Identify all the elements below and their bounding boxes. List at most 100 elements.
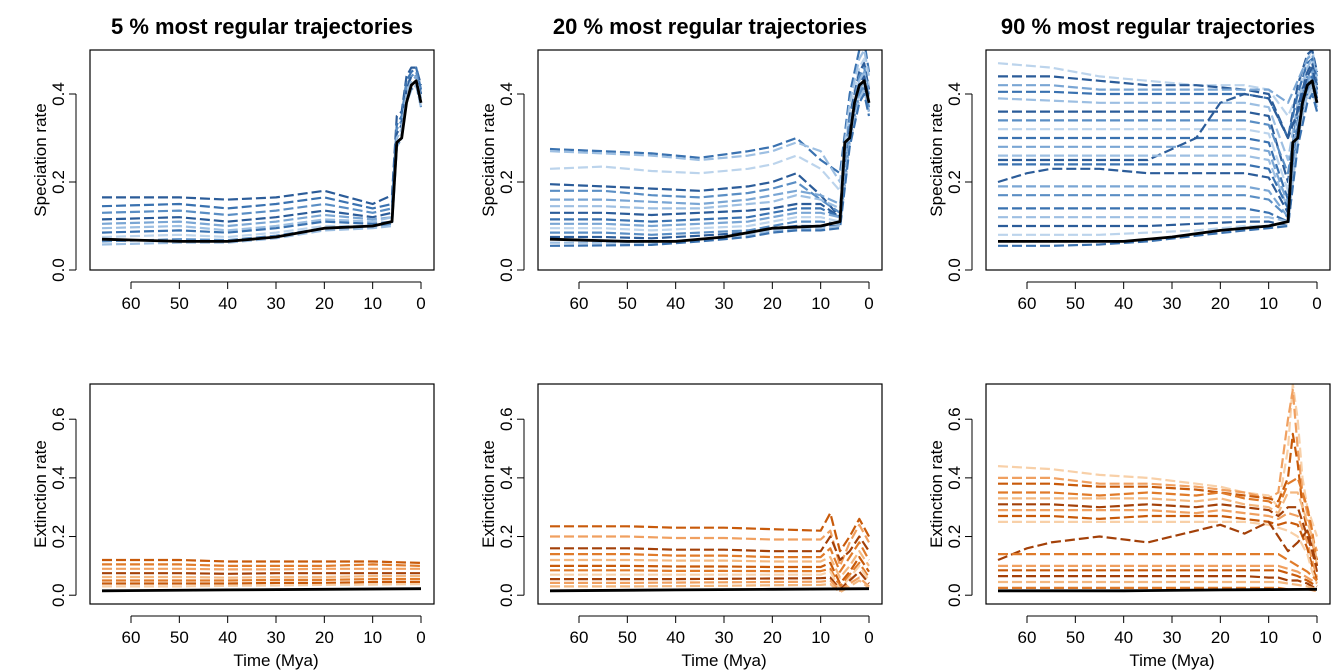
- panel-extinction-90: 0.0 0.2 0.4 0.6 60 50 40 30 20 10 0 Extinction rate…: [927, 383, 1331, 670]
- trajectory-line-2: [998, 50, 1319, 140]
- trajectory-line-1: [102, 558, 422, 564]
- y-tick-label: 0.6: [497, 407, 516, 431]
- trajectory-line-2: [998, 388, 1319, 552]
- trajectory-line-7: [550, 70, 871, 210]
- y-axis-label: Speciation rate: [927, 103, 946, 216]
- trajectory-line-4: [549, 62, 871, 219]
- x-tick-label: 40: [218, 628, 237, 647]
- trajectory-line-3: [998, 53, 1319, 104]
- trajectory-line-16: [998, 79, 1319, 219]
- trajectory-line-7: [102, 580, 421, 585]
- title-col-2: 20 % most regular trajectories: [553, 14, 867, 39]
- series-lines: [101, 558, 422, 593]
- trajectory-line-7: [998, 509, 1319, 578]
- trajectory-line-15: [549, 92, 871, 247]
- series-lines: [101, 66, 423, 246]
- x-tick-label: 20: [763, 628, 782, 647]
- y-tick-label: 0.0: [497, 583, 516, 607]
- x-tick-label: 10: [1259, 628, 1278, 647]
- trajectory-line-3: [550, 535, 870, 562]
- trajectory-line-10: [550, 576, 870, 592]
- plot-frame: [537, 383, 883, 605]
- y-tick-label: 0.0: [497, 258, 516, 282]
- y-axis-label: Speciation rate: [31, 103, 50, 216]
- x-tick-label: 60: [1018, 294, 1037, 313]
- x-tick-label: 0: [1312, 628, 1321, 647]
- trajectory-line-4: [550, 541, 870, 573]
- x-tick-label: 40: [666, 294, 685, 313]
- trajectory-line-7: [550, 561, 870, 588]
- x-tick-label: 50: [170, 628, 189, 647]
- x-tick-label: 10: [811, 628, 830, 647]
- series-lines: [997, 384, 1319, 593]
- reference-line: [998, 79, 1319, 243]
- trajectory-line-11: [998, 552, 1318, 582]
- trajectory-line-5: [998, 491, 1319, 567]
- x-tick-label: 10: [1259, 294, 1278, 313]
- y-tick-label: 0.4: [497, 82, 516, 106]
- x-tick-label: 50: [170, 294, 189, 313]
- trajectory-line-4: [998, 476, 1319, 567]
- trajectory-line-8: [101, 84, 423, 239]
- trajectory-line-5: [997, 57, 1319, 162]
- x-tick-label: 0: [864, 628, 873, 647]
- x-tick-label: 60: [570, 628, 589, 647]
- trajectory-line-6: [102, 577, 421, 582]
- y-axis-label: Speciation rate: [479, 103, 498, 216]
- trajectory-line-10: [998, 70, 1319, 206]
- y-tick-label: 0.2: [945, 525, 964, 549]
- trajectory-line-3: [102, 567, 421, 571]
- x-tick-label: 0: [864, 294, 873, 313]
- trajectory-line-6: [550, 555, 870, 585]
- x-tick-label: 0: [1312, 294, 1321, 313]
- panel-extinction-20: 0.0 0.2 0.4 0.6 60 50 40 30 20 10 0 Extinction rate…: [479, 383, 883, 670]
- panel-speciation-20: 0.0 0.2 0.4 60 50 40 30 20 10 0 Speciation rate: [479, 49, 883, 313]
- x-tick-label: 40: [218, 294, 237, 313]
- trajectory-line-1: [549, 50, 871, 175]
- trajectory-line-1: [550, 511, 870, 553]
- panel-extinction-5: 0.0 0.2 0.4 0.6 60 50 40 30 20 10 0 Extinction rate…: [31, 383, 435, 670]
- trajectory-line-4: [101, 75, 423, 223]
- trajectory-line-10: [997, 520, 1319, 567]
- plot-frame: [537, 49, 883, 271]
- y-tick-label: 0.4: [49, 466, 68, 490]
- trajectory-line-11: [998, 66, 1319, 162]
- y-tick-label: 0.2: [497, 170, 516, 194]
- y-tick-label: 0.2: [497, 525, 516, 549]
- x-tick-label: 0: [416, 628, 425, 647]
- plot-frame: [985, 383, 1331, 605]
- trajectory-line-14: [998, 574, 1318, 591]
- x-tick-label: 0: [416, 294, 425, 313]
- reference-line: [549, 79, 871, 243]
- x-tick-label: 10: [363, 628, 382, 647]
- trajectory-line-2: [102, 563, 422, 568]
- trajectory-line-12: [998, 564, 1318, 585]
- trajectory-line-11: [550, 579, 870, 594]
- trajectory-line-8: [550, 564, 870, 591]
- trajectory-line-1: [102, 66, 423, 206]
- x-tick-label: 50: [1066, 294, 1085, 313]
- trajectory-line-6: [998, 503, 1319, 572]
- x-tick-label: 30: [267, 628, 286, 647]
- trajectory-line-13: [998, 569, 1318, 588]
- reference-line: [101, 587, 422, 593]
- y-tick-label: 0.2: [49, 170, 68, 194]
- y-tick-label: 0.4: [945, 466, 964, 490]
- plot-frame: [89, 49, 435, 271]
- x-tick-label: 30: [715, 294, 734, 313]
- panel-speciation-90: 0.0 0.2 0.4 60 50 40 30 20 10 0 Speciation rate: [927, 49, 1331, 313]
- trajectory-line-9: [550, 570, 870, 591]
- y-tick-label: 0.0: [945, 583, 964, 607]
- x-tick-label: 40: [1114, 294, 1133, 313]
- trajectory-line-3: [998, 432, 1319, 561]
- trajectory-line-3: [549, 57, 871, 192]
- y-axis-label: Extinction rate: [927, 440, 946, 548]
- series-lines: [549, 50, 871, 247]
- trajectory-line-1: [997, 50, 1319, 118]
- y-tick-label: 0.0: [945, 258, 964, 282]
- title-col-3: 90 % most regular trajectories: [1001, 14, 1315, 39]
- trajectory-line-12: [550, 84, 871, 236]
- x-tick-label: 20: [1211, 294, 1230, 313]
- y-tick-label: 0.4: [945, 82, 964, 106]
